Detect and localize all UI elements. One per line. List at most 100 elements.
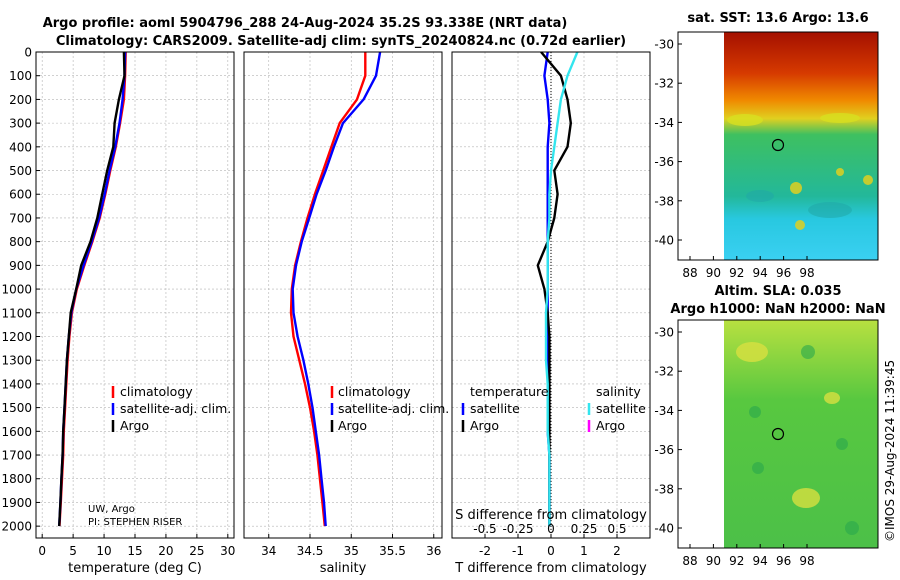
depth-tick-label: 1800 — [1, 472, 32, 486]
map-lat-label: -32 — [654, 77, 674, 91]
map-lon-label: 98 — [799, 554, 814, 568]
map-lon-label: 88 — [682, 266, 697, 280]
sal-legend-clim-label: climatology — [338, 384, 411, 399]
depth-tick-label: 100 — [9, 69, 32, 83]
depth-tick-label: 0 — [24, 46, 32, 60]
diff-top-xlabel: S difference from climatology — [455, 508, 647, 523]
temperature-panel: 0 5 10 15 20 25 30 temperature (deg C) 0 100 200 30… — [1, 46, 235, 577]
depth-tick-label: 1600 — [1, 425, 32, 439]
map-lon-label: 88 — [682, 554, 697, 568]
depth-tick-label: 1000 — [1, 283, 32, 297]
map-lat-label: -34 — [654, 116, 674, 130]
diff-top-tick-label: 0.25 — [571, 522, 598, 536]
map-lat-label: -40 — [654, 234, 674, 248]
map-lon-label: 96 — [776, 554, 791, 568]
sla-argo-marker — [771, 427, 785, 441]
temperature-xtick-label: 25 — [189, 544, 204, 558]
diff-panel: -2 -1 0 1 2 T difference from climatology S di… — [451, 51, 651, 576]
map-lat-label: -36 — [654, 155, 674, 169]
temperature-xtick-label: 20 — [158, 544, 173, 558]
map-lat-label: -30 — [654, 38, 674, 52]
title-line-1: Argo profile: aoml 5904796_288 24-Aug-20… — [43, 16, 568, 31]
depth-tick-label: 600 — [9, 188, 32, 202]
diff-legend-temperature-head: temperature — [470, 384, 549, 399]
salinity-xtick-label: 35.5 — [379, 544, 406, 558]
depth-tick-label: 500 — [9, 164, 32, 178]
diff-xtick-label: 0 — [547, 544, 555, 558]
map-lon-label: 94 — [753, 554, 768, 568]
map-lon-label: 92 — [729, 266, 744, 280]
sla-map-ticks: -30 -32 -34 -36 -38 -40 88 90 92 94 96 98 — [654, 326, 814, 569]
sal-legend: climatology satellite-adj. clim. Argo — [330, 384, 449, 433]
sla-map-title-2: Argo h1000: NaN h2000: NaN — [670, 302, 885, 317]
map-lon-label: 90 — [706, 554, 721, 568]
temperature-xtick-label: 10 — [96, 544, 111, 558]
diff-top-tick-label: -0.5 — [473, 522, 496, 536]
sst-argo-marker — [771, 138, 785, 152]
diff-grid — [452, 51, 650, 538]
title-line-2: Climatology: CARS2009. Satellite-adj cli… — [56, 34, 626, 49]
depth-tick-label: 200 — [9, 93, 32, 107]
salinity-xlabel: salinity — [320, 561, 367, 576]
salinity-xtick-label: 34 — [261, 544, 276, 558]
map-lon-label: 90 — [706, 266, 721, 280]
depth-tick-label: 900 — [9, 259, 32, 273]
map-lon-label: 98 — [799, 266, 814, 280]
sst-map-title: sat. SST: 13.6 Argo: 13.6 — [687, 11, 868, 26]
salinity-panel: 34 34.5 35 35.5 36 salinity — [243, 51, 443, 576]
depth-tick-label: 1700 — [1, 449, 32, 463]
temp-legend: climatology satellite-adj. clim. Argo — [111, 384, 231, 433]
salinity-xtick-label: 36 — [426, 544, 441, 558]
diff-xlabel: T difference from climatology — [454, 561, 647, 576]
salinity-plot-area — [244, 52, 442, 538]
temperature-series-argo — [58, 51, 126, 527]
diff-legend-salinity-head: salinity — [596, 384, 641, 399]
diff-top-tick-label: -0.25 — [502, 522, 533, 536]
map-lon-label: 94 — [753, 266, 768, 280]
depth-tick-label: 2000 — [1, 520, 32, 534]
salinity-axes-box — [243, 51, 443, 539]
depth-tick-label: 1100 — [1, 306, 32, 320]
depth-tick-label: 1400 — [1, 377, 32, 391]
map-lat-label: -36 — [654, 443, 674, 457]
diff-xtick-label: -1 — [512, 544, 524, 558]
map-lat-label: -30 — [654, 326, 674, 340]
diff-top-tick-label: 0.5 — [607, 522, 626, 536]
credit-line-2: PI: STEPHEN RISER — [88, 517, 182, 528]
depth-tick-label: 300 — [9, 117, 32, 131]
depth-tick-label: 1500 — [1, 401, 32, 415]
sal-legend-argo-label: Argo — [338, 418, 367, 433]
map-lat-label: -38 — [654, 194, 674, 208]
map-lat-label: -34 — [654, 404, 674, 418]
legend-sat-label: satellite-adj. clim. — [120, 401, 231, 416]
credit-line-1: UW, Argo — [88, 504, 135, 515]
sal-legend-sat-label: satellite-adj. clim. — [338, 401, 449, 416]
temperature-xtick-label: 5 — [69, 544, 77, 558]
map-lat-label: -32 — [654, 365, 674, 379]
sla-map-title-1: Altim. SLA: 0.035 — [715, 284, 842, 299]
diff-legend-sargo-label: Argo — [596, 418, 625, 433]
sst-map: sat. SST: 13.6 Argo: 13.6 -30-32-34-36-3… — [654, 11, 879, 281]
temperature-xtick-label: 30 — [220, 544, 235, 558]
map-lat-label: -40 — [654, 522, 674, 536]
map-lon-label: 96 — [776, 266, 791, 280]
depth-tick-label: 1300 — [1, 354, 32, 368]
salinity-xtick-label: 35 — [344, 544, 359, 558]
temperature-xtick-label: 0 — [38, 544, 46, 558]
depth-tick-label: 1200 — [1, 330, 32, 344]
diff-xtick-label: 1 — [580, 544, 588, 558]
sla-map: Altim. SLA: 0.035 Argo h1000: NaN h2000:… — [654, 284, 885, 568]
legend-argo-label: Argo — [120, 418, 149, 433]
salinity-series-satellite-adj-clim- — [291, 51, 382, 527]
diff-xtick-label: -2 — [479, 544, 491, 558]
temperature-xtick-label: 15 — [127, 544, 142, 558]
depth-tick-label: 400 — [9, 140, 32, 154]
diff-legend-ssat-label: satellite — [596, 401, 646, 416]
sla-map-border — [677, 319, 879, 549]
sst-map-ticks: -30 -32 -34 -36 -38 -40 88 90 92 94 96 98 — [654, 38, 814, 281]
salinity-xtick-label: 34.5 — [297, 544, 324, 558]
depth-tick-label: 800 — [9, 235, 32, 249]
diff-legend: temperature salinity satellite Argo sate… — [461, 384, 646, 433]
